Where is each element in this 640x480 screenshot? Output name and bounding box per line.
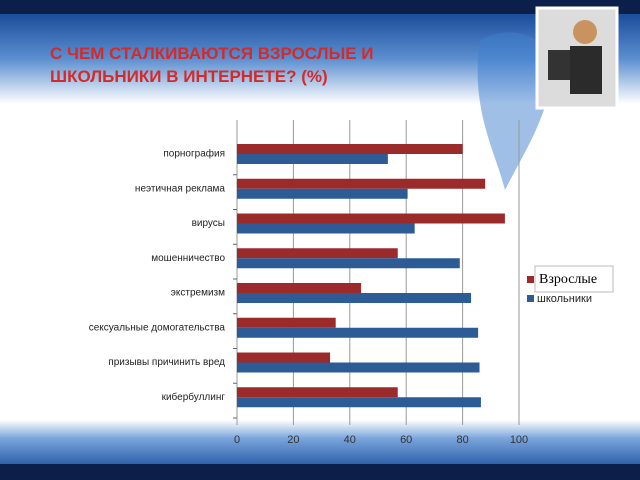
x-tick-label: 40 <box>344 434 356 446</box>
y-tick-label: неэтичная реклама <box>135 183 226 194</box>
x-tick-label: 60 <box>400 434 412 446</box>
photo-child <box>573 20 597 44</box>
bar <box>237 144 463 154</box>
chart-title: С ЧЕМ СТАЛКИВАЮТСЯ ВЗРОСЛЫЕ И ШКОЛЬНИКИ … <box>50 44 374 86</box>
legend-box <box>534 265 614 293</box>
bar <box>237 213 505 224</box>
bar <box>237 154 388 164</box>
legend-swatch <box>527 295 534 302</box>
bar <box>237 293 472 303</box>
bar <box>237 223 415 234</box>
bar <box>237 387 398 398</box>
photo-child-body <box>570 46 602 94</box>
x-tick-label: 80 <box>456 434 468 446</box>
bar <box>237 188 408 199</box>
bar <box>237 283 362 293</box>
y-tick-label: экстремизм <box>171 288 225 299</box>
x-tick-label: 20 <box>287 434 299 446</box>
legend-label: школьники <box>537 293 592 305</box>
bar <box>237 397 481 408</box>
y-tick-label: вирусы <box>192 218 225 229</box>
bar <box>237 248 398 259</box>
legend-swatch <box>527 276 534 283</box>
x-tick-label: 0 <box>234 434 240 446</box>
y-tick-label: мошенничество <box>151 253 225 264</box>
globe-decoration <box>477 32 552 190</box>
y-tick-label: призывы причинить вред <box>108 357 225 368</box>
bar <box>237 258 460 269</box>
y-tick-label: порнография <box>163 148 225 160</box>
bar <box>237 178 486 189</box>
bar <box>237 362 480 373</box>
legend-label: Взрослые <box>539 272 597 287</box>
bar <box>237 327 479 338</box>
bottom-band <box>0 420 640 466</box>
top-strip <box>0 0 640 14</box>
x-tick-label: 100 <box>510 434 528 446</box>
y-tick-label: кибербуллинг <box>162 391 226 403</box>
y-tick-label: сексуальные домогательства <box>89 322 226 333</box>
bottom-strip <box>0 464 640 480</box>
bar <box>237 352 331 363</box>
bar <box>237 317 336 328</box>
